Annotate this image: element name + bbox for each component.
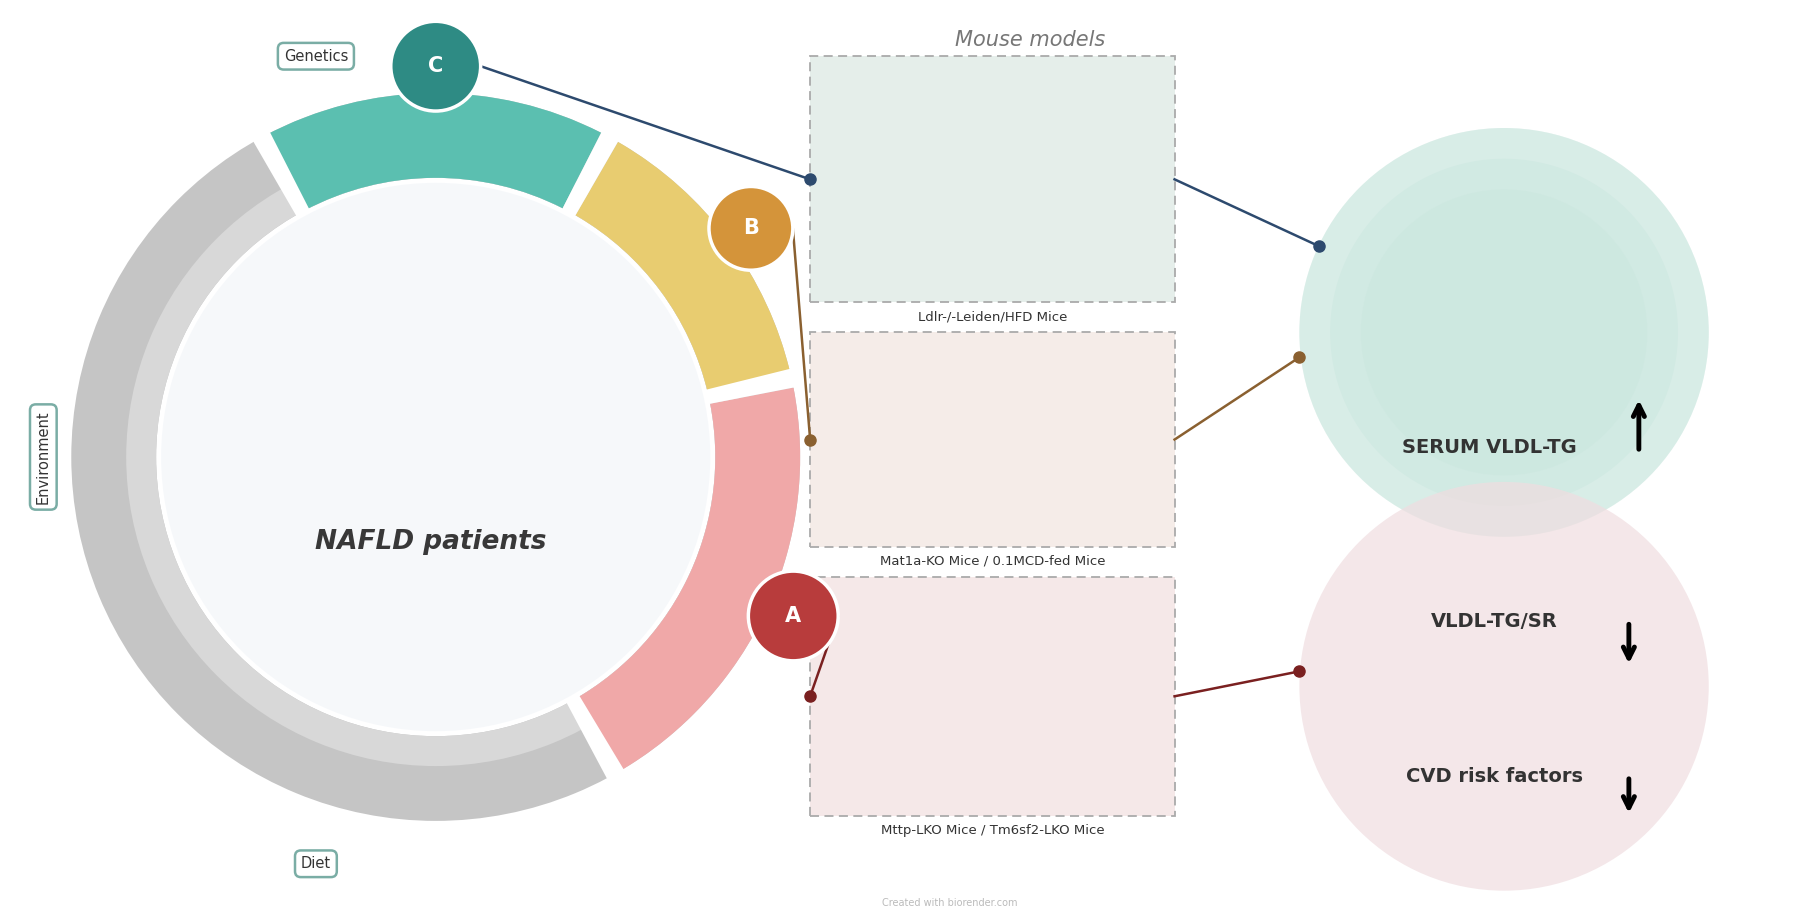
Text: Environment: Environment — [36, 410, 50, 503]
Circle shape — [162, 182, 711, 731]
Circle shape — [391, 21, 481, 111]
Wedge shape — [565, 692, 626, 783]
Text: Mttp-LKO Mice / Tm6sf2-LKO Mice: Mttp-LKO Mice / Tm6sf2-LKO Mice — [880, 823, 1103, 837]
Text: Diet: Diet — [301, 856, 331, 871]
Text: Created with biorender.com: Created with biorender.com — [882, 898, 1017, 908]
Circle shape — [1300, 128, 1708, 536]
Circle shape — [709, 186, 792, 271]
Circle shape — [1330, 159, 1678, 506]
Wedge shape — [126, 148, 745, 766]
FancyBboxPatch shape — [810, 56, 1175, 303]
Circle shape — [1300, 128, 1708, 536]
Text: Mouse models: Mouse models — [954, 30, 1105, 50]
Text: Mat1a-KO Mice / 0.1MCD-fed Mice: Mat1a-KO Mice / 0.1MCD-fed Mice — [880, 555, 1105, 568]
Text: Ldlr-/-Leiden/HFD Mice: Ldlr-/-Leiden/HFD Mice — [918, 311, 1067, 324]
Text: C: C — [428, 56, 443, 76]
Text: B: B — [743, 218, 760, 238]
FancyBboxPatch shape — [810, 332, 1175, 547]
Text: VLDL-TG/SR: VLDL-TG/SR — [1431, 612, 1557, 631]
Text: A: A — [785, 606, 801, 626]
Wedge shape — [560, 128, 621, 219]
Circle shape — [1300, 482, 1708, 890]
Text: NAFLD patients: NAFLD patients — [315, 529, 547, 555]
Wedge shape — [265, 94, 601, 211]
FancyBboxPatch shape — [810, 577, 1175, 816]
Wedge shape — [702, 368, 799, 404]
Wedge shape — [576, 388, 801, 772]
Text: CVD risk factors: CVD risk factors — [1406, 767, 1582, 786]
Circle shape — [1361, 189, 1647, 475]
Text: SERUM VLDL-TG: SERUM VLDL-TG — [1402, 437, 1577, 457]
Text: Genetics: Genetics — [284, 49, 347, 63]
Wedge shape — [72, 94, 801, 821]
Circle shape — [162, 182, 711, 731]
Wedge shape — [576, 142, 790, 394]
Wedge shape — [250, 128, 311, 219]
Circle shape — [749, 571, 839, 661]
